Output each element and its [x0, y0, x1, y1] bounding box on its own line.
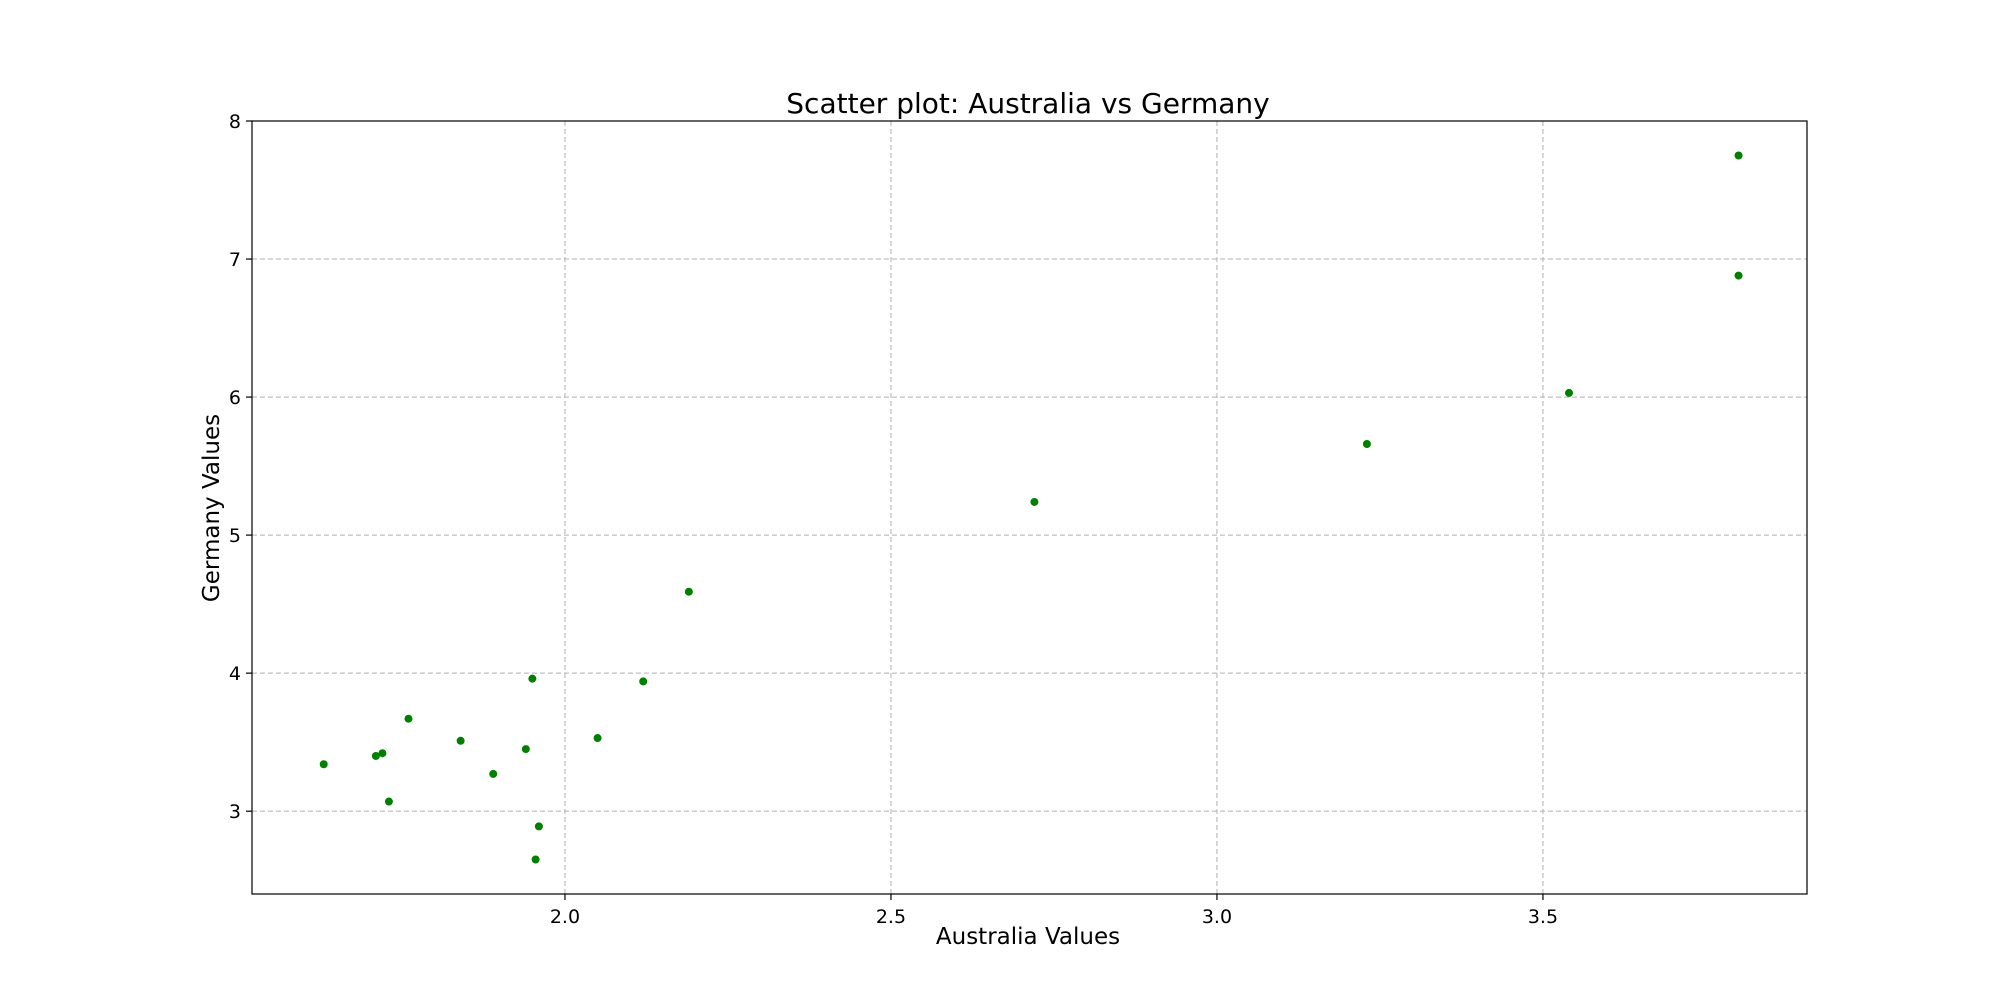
data-point [1362, 440, 1371, 449]
data-point [1030, 497, 1039, 506]
y-tick-label: 8 [229, 111, 241, 133]
data-point [528, 674, 537, 683]
data-point [489, 769, 498, 778]
data-point [384, 797, 393, 806]
y-axis-label: Germany Values [199, 414, 225, 602]
x-axis: 2.0 2.5 3.0 3.5 [550, 894, 1558, 928]
data-point [639, 677, 648, 686]
data-point [1734, 271, 1743, 280]
data-point [684, 587, 693, 596]
plot-background [252, 121, 1807, 894]
y-tick-label: 6 [229, 387, 241, 409]
data-point [319, 760, 328, 769]
x-axis-label: Australia Values [936, 924, 1120, 950]
plot-area [251, 120, 1808, 895]
data-point [531, 855, 540, 864]
x-tick-label: 3.5 [1528, 906, 1558, 928]
data-point [593, 734, 602, 743]
data-point [1565, 388, 1574, 397]
data-points [319, 151, 1743, 864]
y-tick-label: 5 [229, 525, 241, 547]
x-tick-label: 3.0 [1202, 906, 1232, 928]
data-point [1734, 151, 1743, 160]
y-tick-label: 3 [229, 801, 241, 823]
y-axis: 3 4 5 6 7 8 [229, 111, 252, 823]
x-tick-label: 2.0 [550, 906, 580, 928]
data-point [371, 751, 380, 760]
plot-frame [251, 120, 1808, 895]
data-point [521, 745, 530, 754]
data-point [534, 822, 543, 831]
data-point [456, 736, 465, 745]
x-tick-label: 2.5 [876, 906, 906, 928]
data-point [378, 749, 387, 758]
y-tick-label: 4 [229, 663, 241, 685]
y-tick-label: 7 [229, 249, 241, 271]
chart-title: Scatter plot: Australia vs Germany [786, 87, 1269, 120]
data-point [404, 714, 413, 723]
